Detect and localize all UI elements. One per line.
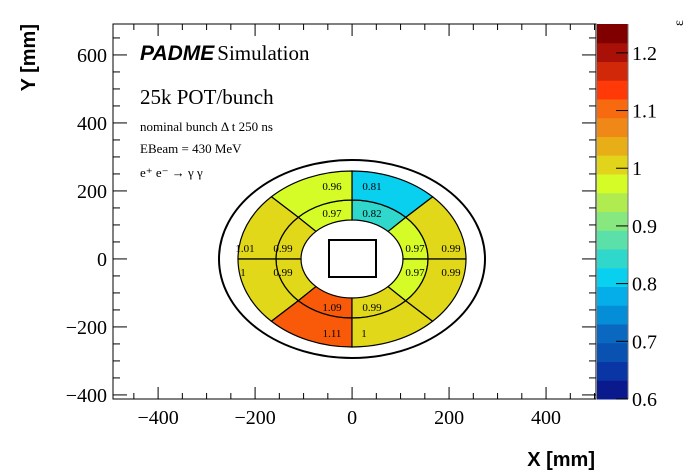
colorbar-tick-label: 0.6 bbox=[632, 389, 657, 411]
x-tick-label: −200 bbox=[234, 407, 275, 429]
outer-cell bbox=[404, 258, 467, 322]
cell-value-label: 0.99 bbox=[441, 267, 461, 279]
cell-value-label: 1 bbox=[361, 328, 367, 340]
colorbar-band bbox=[597, 136, 628, 156]
colorbar-band bbox=[597, 249, 628, 269]
cell-value-label: 0.99 bbox=[362, 302, 382, 314]
colorbar-band bbox=[597, 267, 628, 287]
y-tick-label: 200 bbox=[77, 181, 107, 203]
colorbar-band bbox=[597, 192, 628, 212]
plot-title: PADME Simulation bbox=[140, 41, 310, 65]
x-tick-label: 0 bbox=[347, 407, 357, 429]
cell-value-label: 0.96 bbox=[322, 181, 342, 193]
colorbar-band bbox=[597, 42, 628, 62]
colorbar-band bbox=[597, 230, 628, 250]
colorbar-band bbox=[597, 361, 628, 381]
annotation-bunch: nominal bunch Δ t 250 ns bbox=[140, 119, 273, 134]
cell-value-label: 1.11 bbox=[323, 328, 342, 340]
colorbar-band bbox=[597, 24, 628, 44]
colorbar-tick-label: 1 bbox=[632, 158, 642, 180]
colorbar-tick-label: 1.1 bbox=[632, 101, 657, 123]
plot-frame bbox=[112, 23, 597, 400]
annotation-ebeam: EBeam = 430 MeV bbox=[140, 141, 242, 156]
y-tick-label: 400 bbox=[77, 113, 107, 135]
y-tick-label: −200 bbox=[66, 317, 107, 339]
outer-boundary bbox=[218, 159, 486, 359]
colorbar-band bbox=[597, 80, 628, 100]
cell-value-label: 0.99 bbox=[273, 267, 293, 279]
cell-value-label: 0.97 bbox=[405, 267, 425, 279]
title-padme: PADME bbox=[140, 42, 215, 65]
cell-value-label: 0.82 bbox=[362, 208, 381, 220]
x-tick-label: 400 bbox=[531, 407, 561, 429]
target-box bbox=[328, 239, 377, 278]
x-tick-label: 200 bbox=[434, 407, 464, 429]
colorbar-tick-label: 1.2 bbox=[632, 43, 657, 65]
colorbar-band bbox=[597, 174, 628, 194]
cell-value-label: 0.99 bbox=[441, 243, 461, 255]
colorbar-band bbox=[597, 211, 628, 231]
cell-value-label: 0.97 bbox=[405, 243, 425, 255]
y-axis-label: Y [mm] bbox=[18, 24, 40, 91]
title-simulation: Simulation bbox=[217, 41, 310, 65]
y-tick-label: −400 bbox=[66, 385, 107, 407]
colorbar-band bbox=[597, 117, 628, 137]
cell-value-label: 0.81 bbox=[362, 181, 381, 193]
annotation-pot: 25k POT/bunch bbox=[140, 85, 274, 109]
colorbar-band bbox=[597, 286, 628, 306]
cell-value-label: 1 bbox=[240, 267, 246, 279]
colorbar-label: ε bbox=[672, 20, 687, 26]
x-axis-label: X [mm] bbox=[527, 449, 595, 471]
colorbar-band bbox=[597, 342, 628, 362]
colorbar-tick-label: 0.9 bbox=[632, 216, 657, 238]
annotation-process: e⁺ e⁻ → γ γ bbox=[140, 165, 203, 180]
colorbar-band bbox=[597, 61, 628, 81]
x-tick-label: −400 bbox=[137, 407, 178, 429]
cell-value-label: 0.99 bbox=[273, 243, 293, 255]
cell-value-label: 0.97 bbox=[322, 208, 342, 220]
colorbar-band bbox=[597, 155, 628, 175]
colorbar-tick-label: 0.7 bbox=[632, 331, 657, 353]
colorbar-band bbox=[597, 99, 628, 119]
cell-value-label: 1.01 bbox=[235, 243, 254, 255]
colorbar-band bbox=[597, 380, 628, 400]
cell-value-label: 1.09 bbox=[322, 302, 342, 314]
colorbar-tick-label: 0.8 bbox=[632, 274, 657, 296]
y-tick-label: 0 bbox=[97, 249, 107, 271]
y-tick-label: 600 bbox=[77, 45, 107, 67]
colorbar-band bbox=[597, 324, 628, 344]
colorbar-band bbox=[597, 305, 628, 325]
